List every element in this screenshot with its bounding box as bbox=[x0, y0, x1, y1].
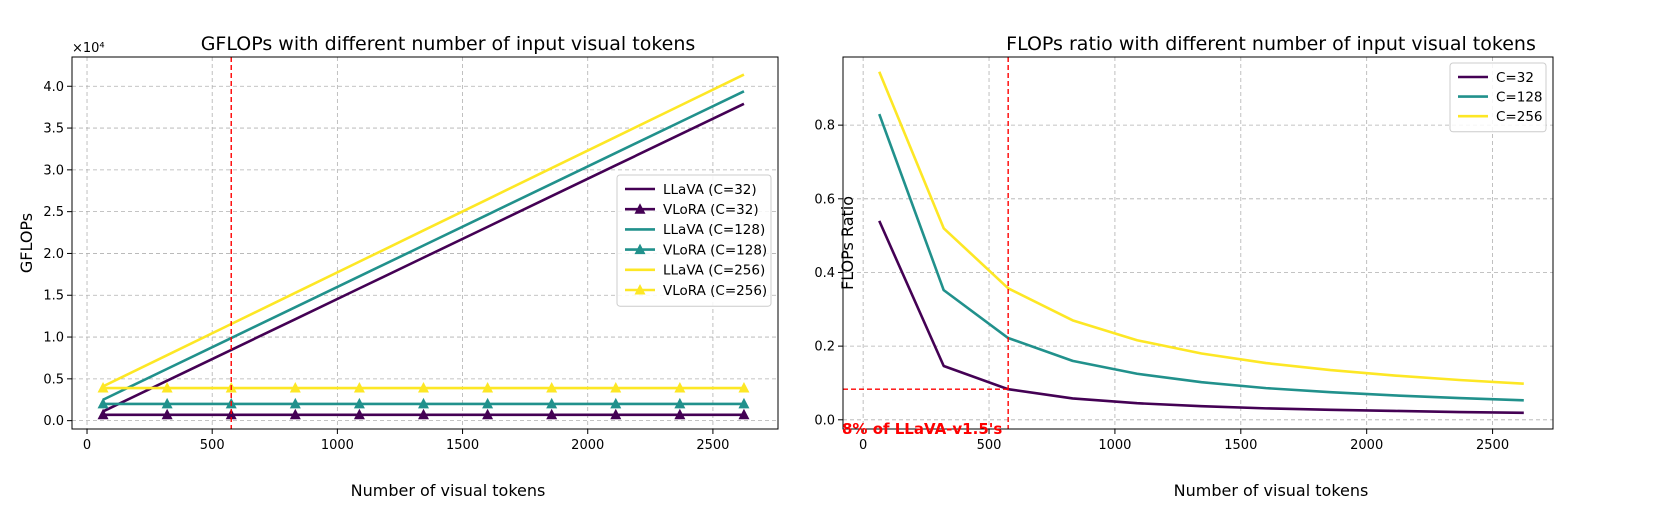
gflops-point-vlora-c-32 bbox=[610, 408, 622, 420]
gflops-y-tick-label: 4.0 bbox=[43, 80, 64, 95]
gflops-legend-marker-vlora-c-128 bbox=[634, 243, 646, 255]
flops-ratio-chart: FLOPs ratio with different number of inp… bbox=[814, 33, 1554, 500]
gflops-legend-label-llava-c-128: LLaVA (C=128) bbox=[663, 222, 765, 238]
gflops-point-vlora-c-128 bbox=[353, 397, 365, 409]
flops-ratio-x-tick-label: 2500 bbox=[1476, 438, 1509, 453]
gflops-point-vlora-c-128 bbox=[417, 397, 429, 409]
flops-ratio-legend-label-c-128: C=128 bbox=[1496, 89, 1543, 105]
gflops-legend: LLaVA (C=32) VLoRA (C=32) LLaVA (C=128) VLo… bbox=[616, 174, 772, 307]
gflops-point-vlora-c-256 bbox=[610, 382, 622, 393]
gflops-x-tick-label: 2500 bbox=[696, 438, 729, 453]
gflops-y-tick-label: 2.5 bbox=[43, 205, 64, 220]
gflops-point-vlora-c-32 bbox=[738, 408, 750, 420]
flops-ratio-annotation: 8% of LLaVA-v1.5's bbox=[842, 420, 1002, 438]
gflops-point-vlora-c-256 bbox=[289, 382, 301, 393]
gflops-point-vlora-c-32 bbox=[225, 408, 237, 420]
gflops-point-vlora-c-256 bbox=[674, 382, 686, 393]
flops-ratio-x-tick-label: 2000 bbox=[1350, 438, 1383, 453]
gflops-y-tick-label: 0.0 bbox=[43, 414, 64, 429]
gflops-point-vlora-c-256 bbox=[482, 382, 494, 393]
flops-ratio-y-tick-label: 0.4 bbox=[814, 266, 835, 281]
gflops-legend-label-vlora-c-32: VLoRA (C=32) bbox=[663, 202, 759, 218]
gflops-legend-marker-vlora-c-32 bbox=[634, 203, 646, 214]
gflops-point-vlora-c-32 bbox=[417, 408, 429, 420]
gflops-point-vlora-c-128 bbox=[610, 397, 622, 409]
gflops-series-llava-c-32 bbox=[102, 102, 745, 413]
gflops-point-vlora-c-32 bbox=[546, 408, 558, 420]
gflops-y-axis-label: GFLOPs bbox=[17, 213, 36, 273]
gflops-series-llava-c-256 bbox=[102, 73, 745, 388]
gflops-point-vlora-c-128 bbox=[289, 397, 301, 409]
flops-ratio-x-axis-label: Number of visual tokens bbox=[1174, 481, 1369, 500]
gflops-point-vlora-c-32 bbox=[97, 408, 109, 420]
flops-ratio-series-c-256 bbox=[878, 71, 1524, 385]
gflops-legend-label-llava-c-256: LLaVA (C=256) bbox=[663, 263, 765, 279]
flops-ratio-y-tick-label: 0.2 bbox=[814, 340, 835, 355]
gflops-y-tick-label: 2.0 bbox=[43, 247, 64, 262]
gflops-y-tick-label: 3.5 bbox=[43, 122, 64, 137]
flops-ratio-series-c-32 bbox=[878, 220, 1524, 415]
flops-ratio-y-tick-label: 0.8 bbox=[814, 119, 835, 134]
gflops-point-vlora-c-32 bbox=[353, 408, 365, 420]
gflops-legend-label-llava-c-32: LLaVA (C=32) bbox=[663, 182, 757, 198]
gflops-point-vlora-c-256 bbox=[417, 382, 429, 393]
gflops-x-tick-label: 1000 bbox=[321, 438, 354, 453]
flops-ratio-legend-label-c-32: C=32 bbox=[1496, 70, 1534, 86]
gflops-x-axis-label: Number of visual tokens bbox=[351, 481, 546, 500]
flops-ratio-y-axis-label: FLOPs Ratio bbox=[838, 196, 857, 290]
gflops-point-vlora-c-128 bbox=[738, 397, 750, 409]
gflops-series-llava-c-128 bbox=[102, 90, 745, 401]
gflops-x-tick-label: 1500 bbox=[446, 438, 479, 453]
flops-ratio-x-tick-label: 0 bbox=[859, 438, 867, 453]
gflops-y-tick-label: 1.0 bbox=[43, 331, 64, 346]
flops-ratio-x-tick-label: 500 bbox=[977, 438, 1002, 453]
gflops-point-vlora-c-256 bbox=[738, 382, 750, 393]
gflops-point-vlora-c-32 bbox=[289, 408, 301, 420]
flops-ratio-legend-box bbox=[1449, 62, 1547, 133]
gflops-point-vlora-c-32 bbox=[674, 408, 686, 420]
gflops-y-multiplier: ×10⁴ bbox=[72, 41, 105, 56]
flops-ratio-x-tick-label: 1000 bbox=[1098, 438, 1131, 453]
gflops-legend-marker-vlora-c-256 bbox=[634, 284, 646, 295]
gflops-x-tick-label: 500 bbox=[200, 438, 225, 453]
gflops-y-tick-label: 0.5 bbox=[43, 372, 64, 387]
gflops-point-vlora-c-256 bbox=[353, 382, 365, 393]
gflops-legend-label-vlora-c-128: VLoRA (C=128) bbox=[663, 242, 767, 258]
gflops-plot-frame bbox=[71, 56, 779, 430]
gflops-legend-box bbox=[616, 174, 772, 307]
gflops-y-tick-label: 1.5 bbox=[43, 289, 64, 304]
gflops-point-vlora-c-32 bbox=[161, 408, 173, 420]
gflops-point-vlora-c-256 bbox=[546, 382, 558, 393]
gflops-point-vlora-c-128 bbox=[674, 397, 686, 409]
gflops-point-vlora-c-256 bbox=[161, 382, 173, 393]
gflops-point-vlora-c-128 bbox=[161, 397, 173, 409]
gflops-x-tick-label: 0 bbox=[83, 438, 91, 453]
gflops-x-tick-label: 2000 bbox=[571, 438, 604, 453]
flops-ratio-y-tick-label: 0.6 bbox=[814, 192, 835, 207]
flops-ratio-legend: C=32 C=128 C=256 bbox=[1449, 62, 1547, 133]
gflops-chart: GFLOPs with different number of input vi… bbox=[17, 33, 779, 500]
gflops-legend-label-vlora-c-256: VLoRA (C=256) bbox=[663, 283, 767, 299]
flops-ratio-plot-frame bbox=[842, 56, 1554, 430]
flops-ratio-y-tick-label: 0.0 bbox=[814, 413, 835, 428]
gflops-point-vlora-c-128 bbox=[97, 397, 109, 409]
gflops-point-vlora-c-32 bbox=[482, 408, 494, 420]
gflops-chart-title: GFLOPs with different number of input vi… bbox=[201, 33, 696, 55]
flops-ratio-chart-title: FLOPs ratio with different number of inp… bbox=[1006, 33, 1536, 55]
gflops-point-vlora-c-128 bbox=[546, 397, 558, 409]
flops-ratio-series-c-128 bbox=[878, 113, 1524, 402]
gflops-y-tick-label: 3.0 bbox=[43, 163, 64, 178]
gflops-point-vlora-c-256 bbox=[97, 382, 109, 393]
gflops-point-vlora-c-128 bbox=[482, 397, 494, 409]
flops-ratio-x-tick-label: 1500 bbox=[1224, 438, 1257, 453]
flops-ratio-legend-label-c-256: C=256 bbox=[1496, 109, 1543, 125]
